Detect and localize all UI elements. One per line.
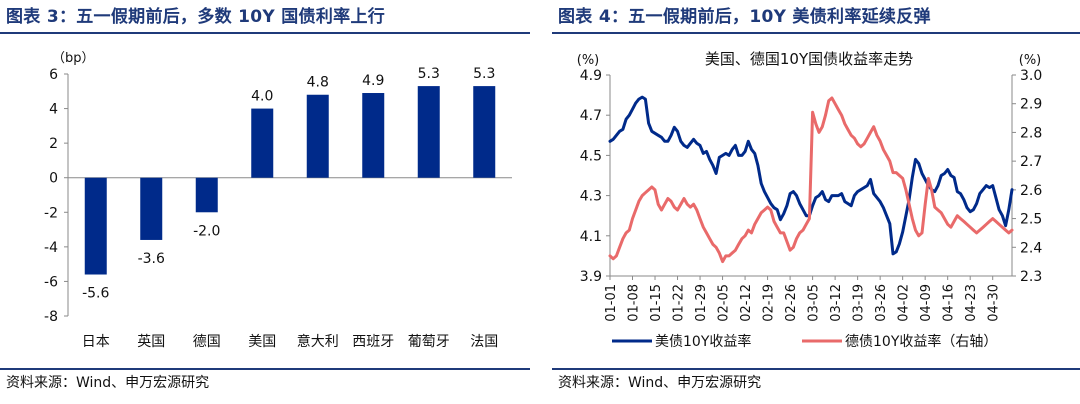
- figure-title: 图表 4：五一假期前后，10Y 美债利率延续反弹: [558, 7, 931, 27]
- right-y-tick-label: 2.5: [1020, 212, 1042, 228]
- x-tick-label: 04-02: [897, 284, 912, 322]
- y-tick-label: 4: [49, 102, 58, 118]
- source-note: 资料来源：Wind、申万宏源研究: [6, 375, 210, 391]
- y-tick-label: -8: [44, 309, 58, 325]
- left-y-tick-label: 4.1: [580, 229, 602, 245]
- bar: [473, 86, 496, 178]
- x-tick-label: 02-26: [784, 284, 799, 322]
- y-axis-label: （bp）: [52, 51, 95, 66]
- x-tick-label: 德国: [193, 334, 221, 350]
- x-tick-label: 01-01: [604, 284, 619, 322]
- bar: [251, 108, 274, 178]
- data-label: 4.9: [362, 73, 384, 89]
- right-y-tick-label: 2.6: [1020, 183, 1042, 199]
- series-line-de: [608, 96, 1014, 264]
- left-y-tick-label: 3.9: [580, 269, 602, 285]
- x-tick-label: 日本: [82, 334, 110, 350]
- x-tick-label: 01-15: [649, 284, 664, 322]
- x-tick-label: 01-08: [627, 284, 642, 322]
- data-label: 4.8: [307, 75, 329, 91]
- right-y-tick-label: 2.9: [1020, 97, 1042, 113]
- data-label: -2.0: [193, 223, 220, 239]
- x-tick-label: 04-30: [987, 284, 1002, 322]
- y-tick-label: -2: [44, 205, 58, 221]
- x-tick-label: 03-26: [874, 284, 889, 322]
- chart-title: 美国、德国10Y国债收益率走势: [705, 50, 913, 68]
- bar: [362, 93, 385, 178]
- x-tick-label: 美国: [248, 334, 276, 350]
- source-note: 资料来源：Wind、申万宏源研究: [558, 375, 762, 391]
- x-tick-label: 03-05: [807, 284, 822, 322]
- right-figure: 图表 4：五一假期前后，10Y 美债利率延续反弹 (%) (%) 美国、德国10…: [552, 0, 1080, 404]
- bar: [195, 177, 218, 213]
- x-tick-label: 西班牙: [352, 334, 394, 350]
- left-axis-unit: (%): [577, 53, 600, 68]
- y-tick-label: -4: [44, 240, 58, 256]
- x-tick-label: 01-29: [694, 284, 709, 322]
- title-divider: [552, 32, 1080, 34]
- y-tick-label: 6: [49, 67, 58, 83]
- x-tick-label: 02-19: [762, 284, 777, 322]
- bar-chart: （bp） 6 4 2 0 -2 -4 -6 -8 -5.6 日本 -3.6 英国 -2.0 德国 4.0 美国…: [44, 51, 512, 350]
- bar: [84, 177, 107, 275]
- y-tick-label: 2: [49, 136, 58, 152]
- left-y-tick-label: 4.9: [580, 68, 602, 84]
- x-tick-label: 葡萄牙: [408, 334, 450, 350]
- x-tick-label: 01-22: [672, 284, 687, 322]
- x-tick-label: 意大利: [297, 333, 339, 350]
- line-chart: (%) (%) 美国、德国10Y国债收益率走势 4.9 4.7 4.5 4.3 4.1 3…: [577, 50, 1043, 350]
- right-y-tick-label: 2.4: [1020, 240, 1042, 256]
- right-y-tick-label: 2.3: [1020, 269, 1042, 285]
- title-divider: [0, 32, 530, 34]
- data-label: 5.3: [473, 66, 495, 82]
- x-tick-label: 04-16: [942, 284, 957, 322]
- bar: [306, 94, 329, 178]
- left-figure: 图表 3：五一假期前后，多数 10Y 国债利率上行 （bp） 6 4 2 0 -2 -4 -…: [0, 0, 530, 404]
- bottom-divider: [0, 368, 530, 370]
- y-tick-label: -6: [44, 274, 58, 290]
- right-axis-unit: (%): [1019, 53, 1042, 68]
- left-y-tick-label: 4.3: [580, 189, 602, 205]
- right-y-tick-label: 2.8: [1020, 125, 1042, 141]
- data-label: -3.6: [138, 251, 165, 267]
- bottom-divider: [552, 368, 1080, 370]
- x-tick-label: 英国: [137, 333, 165, 350]
- left-y-tick-label: 4.5: [580, 148, 602, 164]
- right-y-tick-label: 3.0: [1020, 68, 1042, 84]
- legend-label-us: 美债10Y收益率: [655, 333, 751, 350]
- x-tick-label: 03-12: [829, 284, 844, 322]
- data-label: -5.6: [82, 286, 109, 302]
- x-tick-label: 02-12: [739, 284, 754, 322]
- left-y-tick-label: 4.7: [580, 108, 602, 124]
- figure-title: 图表 3：五一假期前后，多数 10Y 国债利率上行: [6, 7, 386, 27]
- legend-label-de: 德债10Y收益率（右轴）: [845, 333, 997, 350]
- bar: [417, 86, 440, 178]
- x-tick-label: 04-09: [919, 284, 934, 322]
- x-tick-label: 04-23: [964, 284, 979, 322]
- x-tick-label: 法国: [470, 334, 498, 350]
- data-label: 5.3: [418, 66, 440, 82]
- bar: [140, 177, 163, 240]
- x-tick-label: 02-05: [717, 284, 732, 322]
- y-tick-label: 0: [49, 171, 58, 187]
- right-y-tick-label: 2.7: [1020, 154, 1042, 170]
- x-tick-label: 03-19: [852, 284, 867, 322]
- data-label: 4.0: [251, 89, 273, 105]
